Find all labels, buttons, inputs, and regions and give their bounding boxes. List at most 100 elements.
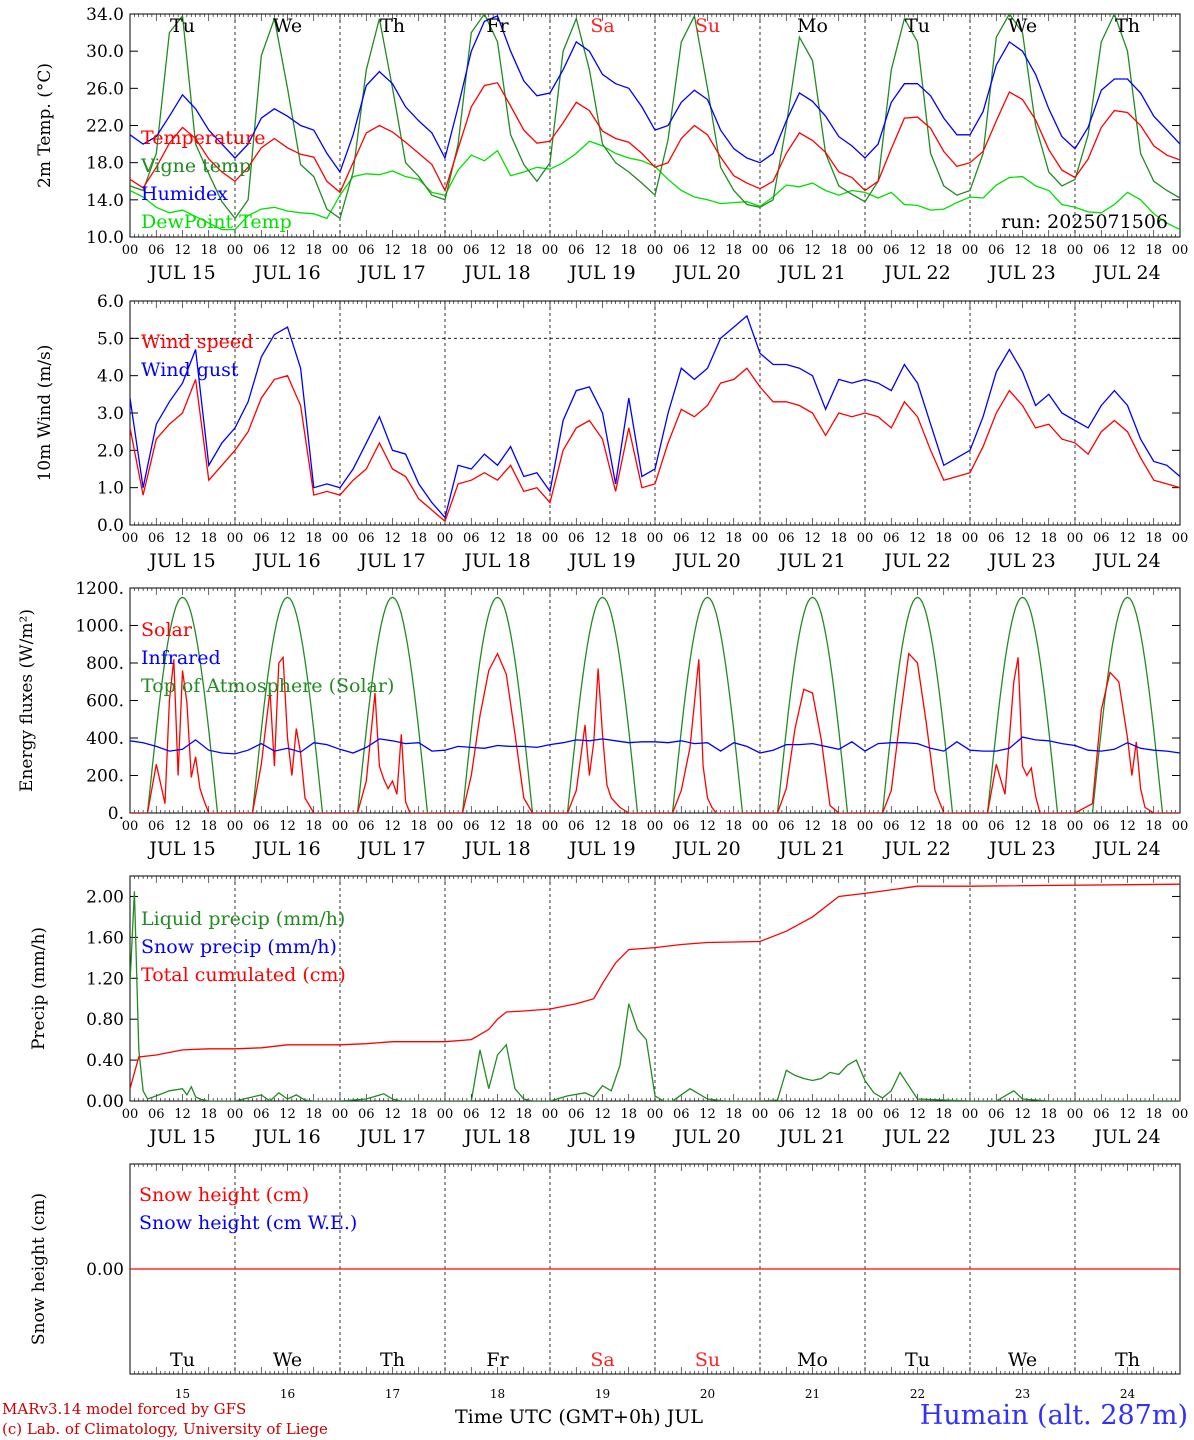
legend-entry: Snow height (cm W.E.): [139, 1212, 357, 1234]
hour-tick-label: 18: [305, 243, 322, 258]
hour-tick-label: 00: [437, 1107, 454, 1122]
hour-tick-label: 00: [122, 819, 139, 834]
hour-tick-label: 00: [227, 243, 244, 258]
weekday-label: Th: [1115, 1349, 1140, 1371]
run-annotation: run: 2025071506: [1001, 211, 1168, 233]
hour-tick-label: 18: [200, 531, 217, 546]
y-tick-label: 1.20: [86, 969, 124, 989]
hour-tick-label: 00: [1172, 243, 1189, 258]
date-label: JUL 17: [357, 838, 425, 860]
hour-tick-label: 06: [568, 1107, 585, 1122]
y-tick-label: 3.0: [97, 404, 124, 424]
date-label: JUL 15: [147, 1126, 215, 1148]
date-label: JUL 18: [462, 262, 530, 284]
date-label: JUL 15: [147, 838, 215, 860]
hour-tick-label: 12: [1119, 531, 1136, 546]
y-tick-label: 2.00: [86, 887, 124, 907]
date-label: JUL 16: [252, 838, 320, 860]
series-infrared: [130, 736, 1180, 755]
hour-tick-label: 18: [1040, 1107, 1057, 1122]
date-label: JUL 24: [1092, 1126, 1160, 1148]
date-label: JUL 17: [357, 550, 425, 572]
y-tick-label: 1.0: [97, 479, 124, 499]
hour-tick-label: 12: [1014, 1107, 1031, 1122]
hour-tick-label: 06: [148, 819, 165, 834]
day-number-label: 17: [385, 1387, 400, 1401]
credit-model: MARv3.14 model forced by GFS: [2, 1400, 247, 1418]
hour-tick-label: 06: [778, 243, 795, 258]
hour-tick-label: 12: [699, 243, 716, 258]
date-label: JUL 16: [252, 550, 320, 572]
weekday-label: We: [273, 15, 302, 37]
date-label: JUL 18: [462, 838, 530, 860]
series-wind-speed: [130, 367, 1180, 523]
date-label: JUL 20: [672, 550, 740, 572]
hour-tick-label: 12: [804, 819, 821, 834]
hour-tick-label: 00: [227, 819, 244, 834]
hour-tick-label: 06: [253, 531, 270, 546]
date-label: JUL 20: [672, 838, 740, 860]
hour-tick-label: 00: [962, 531, 979, 546]
date-label: JUL 17: [357, 1126, 425, 1148]
hour-tick-label: 06: [778, 531, 795, 546]
weekday-label: Th: [380, 1349, 405, 1371]
hour-tick-label: 12: [699, 531, 716, 546]
hour-tick-label: 00: [227, 1107, 244, 1122]
hour-tick-label: 12: [804, 1107, 821, 1122]
hour-tick-label: 12: [804, 531, 821, 546]
panel-3: 0. 200. 400. 600. 800. 1000. 1200. Energy fluxe…: [17, 579, 1188, 860]
weekday-label: Sa: [590, 1349, 614, 1371]
date-label: JUL 19: [567, 838, 635, 860]
hour-tick-label: 06: [1093, 531, 1110, 546]
legend-entry: DewPoint Temp: [141, 211, 292, 233]
hour-tick-label: 06: [778, 819, 795, 834]
hour-tick-label: 18: [410, 243, 427, 258]
hour-tick-label: 18: [620, 243, 637, 258]
hour-tick-label: 06: [148, 243, 165, 258]
hour-tick-label: 18: [515, 819, 532, 834]
hour-tick-label: 00: [542, 243, 559, 258]
hour-tick-label: 00: [752, 819, 769, 834]
hour-tick-label: 18: [620, 819, 637, 834]
series-liquid-precip: [130, 891, 1180, 1101]
legend-entry: Liquid precip (mm/h): [141, 908, 345, 930]
hour-tick-label: 06: [463, 243, 480, 258]
hour-tick-label: 00: [542, 1107, 559, 1122]
hour-tick-label: 12: [279, 819, 296, 834]
panel-1: 10.0 14.0 18.0 22.0 26.0 30.0 34.0 2m Temp. (°C…: [35, 5, 1188, 284]
y-tick-label: 18.0: [86, 154, 124, 174]
station-name: Humain (alt. 287m): [919, 1400, 1188, 1431]
date-label: JUL 21: [777, 1126, 845, 1148]
hour-tick-label: 00: [437, 819, 454, 834]
series-temperature: [130, 82, 1180, 194]
hour-tick-label: 00: [962, 819, 979, 834]
date-label: JUL 19: [567, 1126, 635, 1148]
weekday-label: Tu: [905, 15, 930, 37]
y-tick-label: 22.0: [86, 117, 124, 137]
hour-tick-label: 00: [647, 243, 664, 258]
hour-tick-label: 00: [857, 1107, 874, 1122]
weekday-label: Tu: [170, 15, 195, 37]
hour-tick-label: 12: [699, 819, 716, 834]
panel-frame: [129, 300, 1181, 526]
panel-2: 0.0 1.0 2.0 3.0 4.0 5.0 6.0 10m Wind (m/s) Wind …: [35, 292, 1188, 572]
series-wind-gust: [130, 314, 1180, 519]
hour-tick-label: 12: [909, 819, 926, 834]
date-label: JUL 18: [462, 550, 530, 572]
hour-tick-label: 00: [752, 531, 769, 546]
legend-entry: Snow height (cm): [139, 1184, 309, 1206]
date-label: JUL 16: [252, 1126, 320, 1148]
day-number-label: 18: [490, 1387, 505, 1401]
y-tick-label: 34.0: [86, 5, 124, 25]
hour-tick-label: 18: [830, 531, 847, 546]
legend-entry: Humidex: [141, 183, 228, 205]
y-tick-label: 800.: [86, 654, 124, 674]
hour-tick-label: 06: [463, 531, 480, 546]
weekday-label: Fr: [486, 1349, 509, 1371]
hour-tick-label: 06: [673, 243, 690, 258]
hour-tick-label: 06: [883, 243, 900, 258]
hour-tick-label: 18: [410, 531, 427, 546]
hour-tick-label: 06: [673, 531, 690, 546]
panel-frame: [129, 587, 1181, 814]
legend-entry: Temperature: [141, 127, 265, 149]
